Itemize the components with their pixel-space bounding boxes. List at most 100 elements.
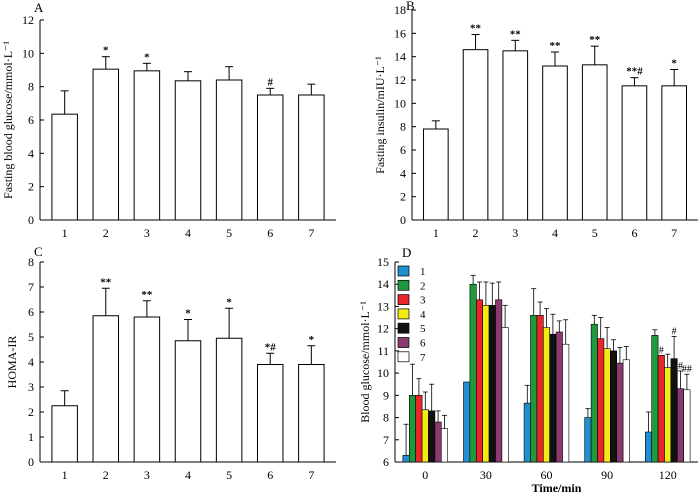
panel-a-x-tick-label: 3 bbox=[144, 226, 150, 240]
panel-c-y-axis-label: HOMA-IR bbox=[5, 336, 19, 389]
panel-d-bar-series-7 bbox=[440, 428, 448, 463]
panel-c-y-tick-label: 6 bbox=[28, 305, 34, 319]
panel-d-bar-series-6 bbox=[495, 299, 503, 463]
panel-d-bar-series-5 bbox=[549, 333, 557, 463]
panel-d-y-tick-label: 11 bbox=[377, 344, 389, 358]
panel-a-bar bbox=[174, 80, 202, 221]
panel-b-y-tick-label: 12 bbox=[394, 73, 406, 87]
panel-d-x-tick-label: 90 bbox=[601, 468, 613, 482]
panel-d-y-tick-label: 14 bbox=[377, 277, 389, 291]
panel-d-bar-series-1 bbox=[584, 417, 592, 463]
panel-c-x-tick-label: 6 bbox=[267, 468, 273, 482]
panel-a-y-tick-label: 4 bbox=[28, 146, 34, 160]
panel-c-y-tick-label: 5 bbox=[28, 330, 34, 344]
panel-b-y-tick-label: 10 bbox=[394, 96, 406, 110]
panel-c-y-tick-label: 8 bbox=[28, 255, 34, 269]
panel-a-y-axis-label: Fasting blood glucose/mmol·L⁻¹ bbox=[1, 41, 15, 199]
panel-b-y-tick-label: 18 bbox=[394, 3, 406, 17]
panel-a-y-tick-label: 8 bbox=[28, 80, 34, 94]
panel-b-y-tick-label: 8 bbox=[400, 120, 406, 134]
panel-d-bar-series-3 bbox=[536, 315, 544, 463]
panel-d-y-tick-label: 15 bbox=[377, 255, 389, 269]
panel-b-y-tick-label: 4 bbox=[400, 166, 406, 180]
panel-d-bar-series-1 bbox=[644, 431, 652, 463]
panel-d-significance-mark: ## bbox=[682, 364, 692, 375]
panel-b-significance-mark: ** bbox=[510, 28, 522, 40]
panel-a-significance-mark: # bbox=[267, 76, 273, 88]
panel-a-y-tick-label: 12 bbox=[22, 13, 34, 27]
panel-d-bar-series-4 bbox=[542, 327, 550, 463]
panel-d-x-tick-label: 60 bbox=[541, 468, 553, 482]
panel-b-x-tick-label: 5 bbox=[592, 226, 598, 240]
panel-c-x-tick-label: 7 bbox=[308, 468, 314, 482]
panel-d-legend-label: 6 bbox=[420, 338, 426, 350]
panel-b-panel-label: B bbox=[406, 0, 415, 13]
panel-d-bar-series-7 bbox=[622, 359, 630, 463]
panel-d-bar-series-1 bbox=[402, 455, 410, 463]
panel-b-significance-mark: ** bbox=[550, 40, 562, 52]
panel-a-x-tick-label: 1 bbox=[62, 226, 68, 240]
panel-c-bar bbox=[174, 340, 202, 463]
panel-c-significance-mark: * bbox=[309, 334, 315, 346]
panel-d-panel-label: D bbox=[402, 245, 411, 260]
panel-c-significance-mark: * bbox=[226, 296, 232, 308]
panel-c-y-tick-label: 3 bbox=[28, 380, 34, 394]
panel-b-x-tick-label: 4 bbox=[552, 226, 558, 240]
panel-b-y-tick-label: 16 bbox=[394, 26, 406, 40]
panel-a-x-tick-label: 2 bbox=[103, 226, 109, 240]
panel-d-bar-series-5 bbox=[488, 305, 496, 463]
panel-d-bar-series-5 bbox=[609, 350, 617, 463]
panel-d-legend-label: 7 bbox=[420, 352, 426, 364]
panel-a-x-tick-label: 7 bbox=[308, 226, 314, 240]
panel-d-bar-series-5 bbox=[428, 410, 436, 463]
panel-d-bar-series-3 bbox=[657, 355, 665, 463]
panel-c-bar bbox=[298, 364, 325, 463]
panel-d-bar-series-3 bbox=[597, 338, 605, 463]
panel-a-bar bbox=[215, 79, 243, 221]
panel-d-significance-mark: # bbox=[678, 361, 683, 372]
panel-c-y-tick-label: 7 bbox=[28, 280, 34, 294]
panel-d-bar-series-4 bbox=[482, 305, 490, 463]
panel-d-bar-series-2 bbox=[590, 323, 598, 463]
panel-d-legend-swatch-4 bbox=[397, 308, 410, 320]
panel-d-significance-mark: # bbox=[659, 345, 664, 356]
panel-d-bar-series-6 bbox=[616, 362, 624, 463]
panel-c-x-tick-label: 3 bbox=[144, 468, 150, 482]
panel-a-x-tick-label: 4 bbox=[185, 226, 191, 240]
panel-d-legend-label: 5 bbox=[420, 323, 426, 335]
panel-b-bar bbox=[502, 50, 529, 221]
panel-d-legend-swatch-5 bbox=[397, 322, 410, 334]
panel-b-y-tick-label: 6 bbox=[400, 143, 406, 157]
panel-a-bar bbox=[51, 113, 78, 221]
panel-d-bar-series-4 bbox=[421, 409, 429, 463]
panel-b-bar bbox=[661, 85, 687, 221]
panel-d-bar-series-5 bbox=[670, 358, 678, 463]
panel-a-panel-label: A bbox=[34, 0, 44, 15]
panel-c-x-tick-label: 4 bbox=[185, 468, 191, 482]
panel-b-y-tick-label: 0 bbox=[400, 213, 406, 227]
panel-c-significance-mark: ** bbox=[100, 276, 112, 288]
panel-a-bar bbox=[298, 94, 325, 221]
panel-d-legend-label: 2 bbox=[420, 280, 426, 292]
panel-c-significance-mark: * bbox=[185, 308, 191, 320]
panel-d-y-tick-label: 9 bbox=[383, 388, 389, 402]
panel-a-y-tick-label: 6 bbox=[28, 113, 34, 127]
panel-d-bar-series-3 bbox=[475, 299, 483, 463]
panel-b-y-tick-label: 14 bbox=[394, 50, 406, 64]
panel-d-legend-label: 1 bbox=[420, 266, 426, 278]
panel-b-significance-mark: **# bbox=[626, 66, 643, 78]
panel-d-bar-series-6 bbox=[434, 421, 442, 463]
panel-c-bar bbox=[51, 405, 78, 463]
panel-d-legend-swatch-1 bbox=[397, 265, 410, 277]
panel-d-x-axis-label: Time/min bbox=[532, 481, 582, 495]
panel-c-y-tick-label: 4 bbox=[28, 355, 34, 369]
panel-b-bar bbox=[621, 85, 648, 221]
panel-d-bar-series-7 bbox=[683, 389, 691, 463]
panel-b-significance-mark: * bbox=[671, 58, 677, 70]
panel-b-bar bbox=[462, 49, 489, 221]
panel-a-bar bbox=[256, 94, 284, 221]
panel-a-x-tick-label: 5 bbox=[226, 226, 232, 240]
panel-c-y-tick-label: 1 bbox=[28, 430, 34, 444]
panel-d-bar-series-2 bbox=[651, 335, 659, 463]
